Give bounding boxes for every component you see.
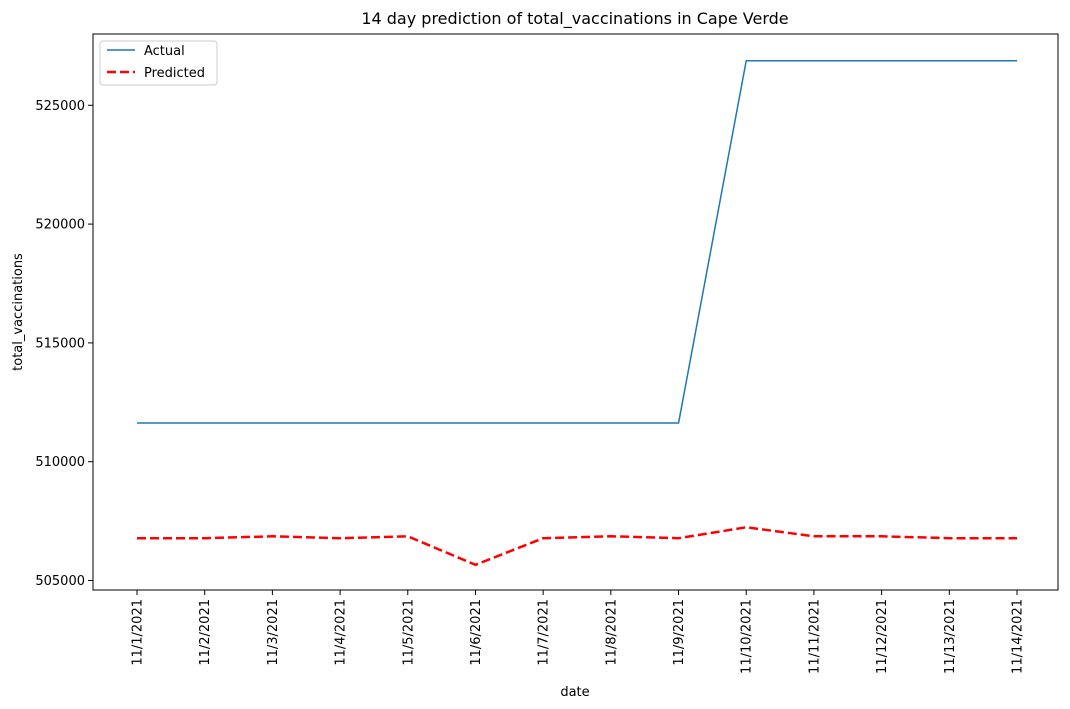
x-tick-label: 11/6/2021 bbox=[469, 599, 484, 666]
x-tick-label: 11/1/2021 bbox=[131, 599, 146, 666]
x-tick-label: 11/14/2021 bbox=[1011, 599, 1026, 674]
y-tick-label: 525000 bbox=[35, 99, 85, 114]
legend-box bbox=[99, 40, 218, 86]
x-axis: 11/1/2021 11/2/2021 11/3/2021 11/4/2021 11/5… bbox=[131, 590, 1026, 674]
x-tick-label: 11/12/2021 bbox=[875, 599, 890, 674]
x-tick-label: 11/3/2021 bbox=[266, 599, 281, 666]
plot-area bbox=[92, 33, 1059, 591]
y-tick-label: 520000 bbox=[35, 218, 85, 233]
x-tick-label: 11/11/2021 bbox=[807, 599, 822, 674]
x-tick-label: 11/8/2021 bbox=[604, 599, 619, 666]
x-tick-label: 11/4/2021 bbox=[334, 599, 349, 666]
x-tick-label: 11/7/2021 bbox=[537, 599, 552, 666]
series-line-predicted bbox=[137, 526, 1017, 567]
x-tick-label: 11/9/2021 bbox=[672, 599, 687, 666]
legend: Actual Predicted bbox=[99, 40, 218, 86]
y-axis: 505000 510000 515000 520000 525000 bbox=[35, 99, 93, 589]
series-layer bbox=[137, 60, 1017, 567]
x-tick-label: 11/5/2021 bbox=[401, 599, 416, 666]
legend-actual-label: Actual bbox=[144, 44, 185, 59]
x-tick-label: 11/10/2021 bbox=[740, 599, 755, 674]
y-tick-label: 505000 bbox=[35, 574, 85, 589]
x-axis-label: date bbox=[560, 685, 589, 700]
legend-predicted-label: Predicted bbox=[144, 66, 205, 81]
x-tick-label: 11/13/2021 bbox=[943, 599, 958, 674]
y-axis-label: total_vaccinations bbox=[11, 253, 26, 371]
series-line-actual bbox=[137, 60, 1017, 424]
y-tick-label: 510000 bbox=[35, 455, 85, 470]
y-tick-label: 515000 bbox=[35, 336, 85, 351]
x-tick-label: 11/2/2021 bbox=[198, 599, 213, 666]
chart-title: 14 day prediction of total_vaccinations … bbox=[361, 9, 788, 29]
